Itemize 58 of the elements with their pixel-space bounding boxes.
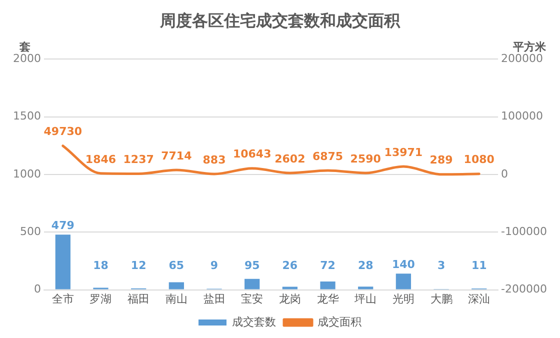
bar	[168, 282, 184, 290]
data-label: 2590	[350, 152, 382, 166]
data-label: 13971	[384, 146, 423, 159]
bar	[396, 274, 412, 290]
data-label: 95	[244, 259, 260, 272]
bar	[244, 278, 260, 290]
data-label: 18	[93, 259, 108, 272]
legend-label: 成交套数	[232, 315, 276, 328]
legend-label: 成交面积	[318, 315, 362, 328]
data-label: 140	[392, 258, 416, 272]
data-label: 289	[430, 154, 453, 167]
x-tick-label: 福田	[128, 292, 150, 306]
data-label: 72	[320, 259, 336, 272]
y-tick-label: 500	[20, 225, 41, 238]
bar	[55, 234, 70, 290]
y2-tick-label: 100000	[501, 110, 544, 123]
y2-tick-label: -200000	[501, 282, 548, 296]
y2-tick-label: 200000	[501, 52, 544, 66]
y-tick-label: 2000	[12, 52, 41, 66]
data-label: 11	[471, 259, 487, 272]
x-tick-label: 南山	[165, 292, 188, 306]
bar	[282, 286, 298, 290]
x-tick-label: 深汕	[468, 292, 490, 306]
data-label: 2602	[274, 152, 306, 166]
data-label: 7714	[161, 149, 192, 162]
y-tick-label: 1500	[12, 110, 41, 123]
y-tick-label: 0	[34, 282, 41, 296]
data-label: 883	[202, 153, 226, 166]
y-axis-title: 套	[18, 40, 30, 54]
x-tick-label: 盐田	[203, 292, 226, 306]
chart-title: 周度各区住宅成交套数和成交面积	[159, 10, 401, 30]
bar	[358, 286, 374, 290]
y2-axis-title: 平方米	[512, 40, 547, 54]
x-tick-label: 光明	[392, 292, 414, 306]
data-label: 1080	[464, 153, 495, 166]
x-tick-label: 罗湖	[90, 292, 112, 306]
x-tick-label: 宝安	[241, 292, 264, 306]
data-label: 28	[358, 259, 374, 272]
bar	[320, 282, 336, 290]
x-tick-label: 全市	[52, 292, 74, 306]
data-label: 1846	[85, 152, 116, 166]
x-tick-label: 龙华	[316, 292, 339, 306]
data-label: 9	[210, 259, 218, 272]
x-tick-label: 大鹏	[430, 292, 452, 306]
data-label: 10643	[232, 148, 272, 161]
y2-tick-label: 0	[501, 167, 508, 180]
data-label: 1237	[123, 153, 154, 166]
x-tick-label: 龙岗	[278, 292, 301, 306]
data-label: 49730	[44, 125, 82, 138]
y2-tick-label: -100000	[501, 225, 548, 238]
data-label: 6875	[312, 150, 344, 163]
data-label: 65	[168, 259, 184, 272]
data-label: 479	[51, 218, 74, 232]
y-tick-label: 1000	[12, 167, 41, 180]
data-label: 3	[437, 259, 446, 272]
data-label: 26	[282, 259, 298, 272]
data-label: 12	[130, 259, 146, 272]
x-tick-label: 坪山	[354, 292, 377, 306]
